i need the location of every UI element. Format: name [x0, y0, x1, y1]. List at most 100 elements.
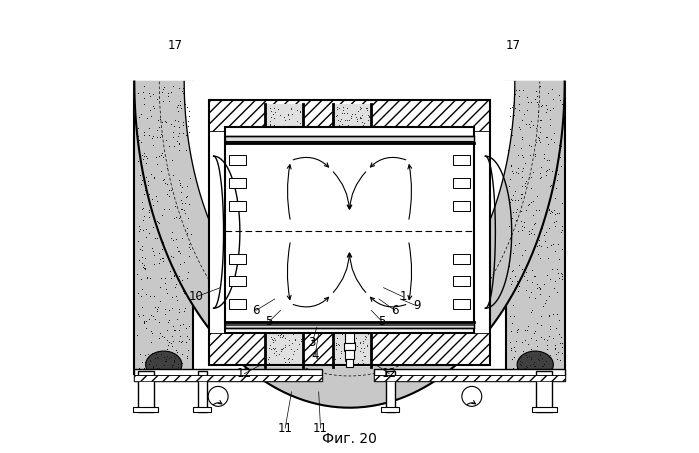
Point: [138, 101, 150, 108]
Point: [154, 255, 166, 263]
Point: [535, 370, 546, 377]
Point: [276, 243, 287, 250]
Point: [515, 361, 526, 369]
Point: [157, 97, 168, 105]
Point: [273, 105, 284, 112]
Point: [163, 254, 174, 261]
Point: [350, 165, 361, 173]
Point: [336, 253, 347, 260]
Point: [359, 153, 370, 160]
Point: [359, 244, 370, 251]
Point: [359, 194, 370, 201]
Point: [168, 326, 180, 333]
Point: [356, 240, 367, 247]
Point: [279, 294, 290, 301]
Point: [336, 241, 347, 248]
Point: [354, 261, 366, 269]
Point: [136, 181, 147, 188]
Point: [340, 210, 351, 217]
Point: [329, 108, 340, 116]
Point: [174, 322, 185, 329]
Point: [169, 355, 180, 362]
Bar: [375, 375, 565, 381]
Point: [294, 109, 305, 116]
Point: [516, 194, 527, 202]
Point: [534, 350, 545, 357]
Point: [528, 358, 540, 366]
Point: [363, 310, 375, 317]
Point: [338, 259, 350, 266]
Point: [280, 203, 291, 211]
Point: [165, 367, 176, 374]
Point: [545, 106, 556, 113]
Point: [296, 298, 307, 305]
Point: [183, 129, 194, 136]
Point: [538, 356, 549, 363]
Point: [167, 236, 178, 244]
Point: [363, 132, 375, 139]
Point: [138, 264, 149, 271]
Point: [552, 348, 563, 355]
Point: [551, 217, 562, 224]
Point: [182, 103, 193, 111]
Point: [132, 311, 143, 318]
Point: [175, 97, 186, 104]
Point: [349, 317, 360, 324]
Point: [285, 326, 296, 333]
Point: [155, 130, 166, 137]
Point: [289, 172, 301, 179]
Point: [263, 245, 274, 252]
Point: [152, 355, 164, 362]
Point: [159, 305, 170, 313]
Bar: [229, 254, 246, 264]
Point: [150, 350, 161, 357]
Point: [274, 138, 285, 145]
Point: [266, 284, 277, 292]
Point: [138, 149, 150, 156]
FancyArrowPatch shape: [213, 400, 222, 405]
Point: [267, 222, 278, 229]
Point: [524, 124, 535, 131]
Point: [538, 303, 549, 310]
Point: [339, 354, 350, 361]
Point: [541, 346, 552, 353]
Point: [159, 310, 171, 318]
Point: [264, 282, 275, 289]
Point: [152, 161, 163, 168]
Point: [154, 134, 166, 141]
Point: [270, 158, 281, 165]
Point: [164, 193, 175, 200]
Point: [268, 160, 279, 167]
Point: [514, 100, 525, 107]
Point: [362, 112, 373, 119]
Point: [273, 303, 284, 310]
Point: [530, 96, 541, 103]
Point: [294, 252, 305, 259]
Point: [542, 243, 553, 251]
Point: [541, 272, 552, 279]
Point: [343, 321, 354, 328]
Point: [512, 328, 523, 335]
Point: [505, 281, 517, 288]
Point: [296, 191, 308, 198]
Point: [135, 351, 146, 358]
Point: [519, 326, 531, 333]
Point: [506, 355, 517, 362]
Point: [533, 283, 545, 290]
Point: [291, 315, 302, 323]
Point: [162, 93, 173, 100]
Point: [157, 239, 168, 246]
Point: [291, 236, 303, 243]
Point: [171, 292, 182, 299]
Point: [166, 366, 178, 373]
Point: [142, 363, 153, 371]
Point: [540, 108, 552, 116]
Point: [273, 259, 284, 266]
Point: [537, 225, 548, 232]
Point: [147, 329, 158, 337]
Point: [354, 253, 365, 260]
Point: [338, 239, 349, 246]
Point: [329, 177, 340, 184]
Point: [538, 232, 549, 239]
FancyArrowPatch shape: [408, 243, 412, 299]
